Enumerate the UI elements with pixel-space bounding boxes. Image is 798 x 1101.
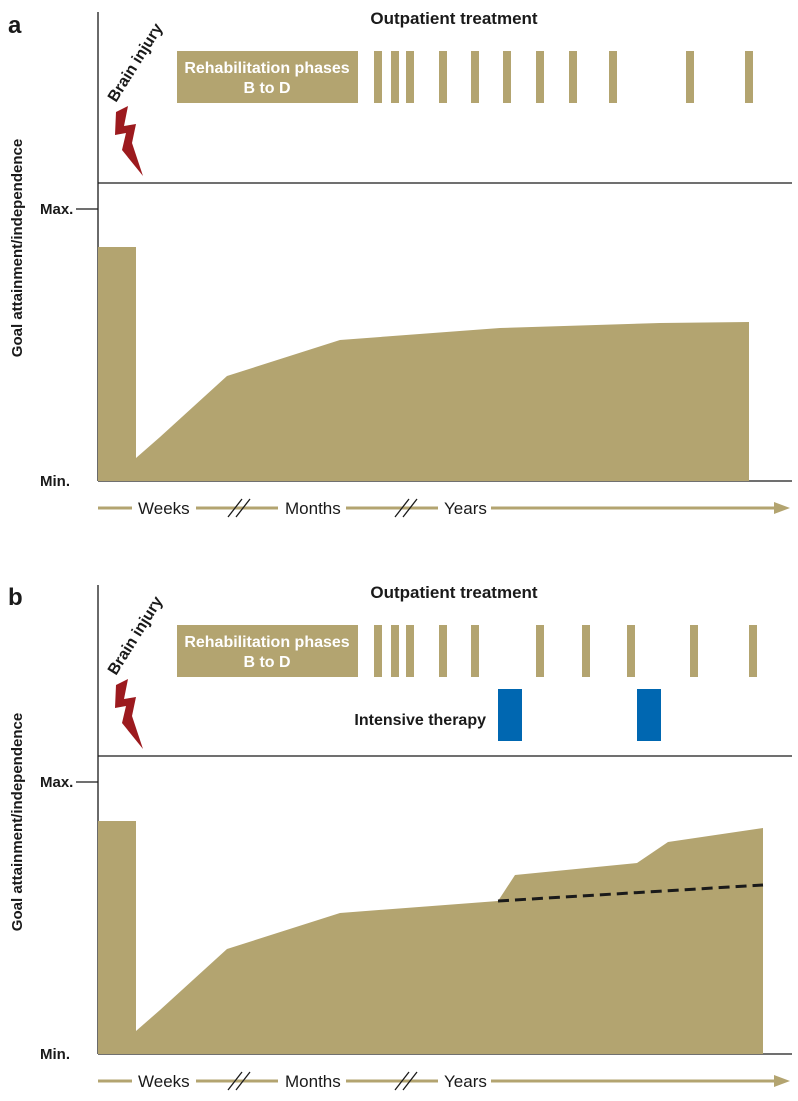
timeline-a: Weeks Months Years [98, 498, 790, 518]
session-bar [391, 625, 399, 677]
rehab-text-line1-a: Rehabilitation phases [184, 60, 349, 77]
session-bar [749, 625, 757, 677]
timeline-arrowhead-a [774, 502, 790, 514]
session-bar [391, 51, 399, 103]
rehab-text-line1-b: Rehabilitation phases [184, 634, 349, 651]
timeline-arrowhead-b [774, 1075, 790, 1087]
y-axis-label-b: Goal attainment/independence [9, 713, 26, 931]
session-bar [627, 625, 635, 677]
timeline-years-b: Years [444, 1072, 487, 1091]
panel-b: b Max. Min. Goal attainment/independence… [8, 583, 792, 1091]
lightning-bolt-icon-a [115, 106, 143, 176]
rehab-text-line2-b: B to D [243, 654, 290, 671]
outpatient-sessions-b [374, 625, 757, 677]
session-bar [609, 51, 617, 103]
min-label-b: Min. [40, 1046, 70, 1063]
outpatient-title-a: Outpatient treatment [370, 9, 538, 28]
session-bar [471, 625, 479, 677]
session-bar [471, 51, 479, 103]
session-bar [569, 51, 577, 103]
panel-letter-a: a [8, 12, 22, 39]
intensive-session-bar [498, 689, 522, 741]
max-label-b: Max. [40, 774, 73, 791]
session-bar [536, 51, 544, 103]
panel-a: a Max. Min. Goal attainment/independence… [8, 9, 792, 518]
break-mark [394, 1071, 410, 1091]
session-bar [406, 625, 414, 677]
break-mark [235, 1071, 251, 1091]
brain-injury-label-b: Brain injury [105, 594, 167, 678]
session-bar [374, 51, 382, 103]
session-bar [439, 625, 447, 677]
outcome-area-b [98, 821, 763, 1054]
y-axis-label-a: Goal attainment/independence [9, 139, 26, 357]
min-label-a: Min. [40, 473, 70, 490]
timeline-b: Weeks Months Years [98, 1071, 790, 1091]
outpatient-sessions-a [374, 51, 753, 103]
session-bar [536, 625, 544, 677]
session-bar [503, 51, 511, 103]
panel-letter-b: b [8, 584, 23, 611]
session-bar [745, 51, 753, 103]
break-mark [235, 498, 251, 518]
session-bar [690, 625, 698, 677]
rehab-box-b [177, 625, 358, 677]
rehab-text-line2-a: B to D [243, 80, 290, 97]
expected-course-dashed-line [497, 883, 764, 903]
break-mark [394, 498, 410, 518]
session-bar [686, 51, 694, 103]
max-label-a: Max. [40, 201, 73, 218]
timeline-months-a: Months [285, 499, 341, 518]
break-mark [402, 498, 418, 518]
timeline-months-b: Months [285, 1072, 341, 1091]
break-mark [227, 1071, 243, 1091]
intensive-therapy-label: Intensive therapy [354, 712, 486, 729]
lightning-bolt-icon-b [115, 679, 143, 749]
timeline-weeks-a: Weeks [138, 499, 190, 518]
rehab-box-a [177, 51, 358, 103]
brain-injury-label-a: Brain injury [105, 21, 167, 105]
session-bar [439, 51, 447, 103]
outcome-area-a [98, 247, 749, 481]
intensive-session-bar [637, 689, 661, 741]
outpatient-title-b: Outpatient treatment [370, 583, 538, 602]
break-mark [227, 498, 243, 518]
break-mark [402, 1071, 418, 1091]
timeline-weeks-b: Weeks [138, 1072, 190, 1091]
session-bar [582, 625, 590, 677]
session-bar [374, 625, 382, 677]
timeline-years-a: Years [444, 499, 487, 518]
session-bar [406, 51, 414, 103]
